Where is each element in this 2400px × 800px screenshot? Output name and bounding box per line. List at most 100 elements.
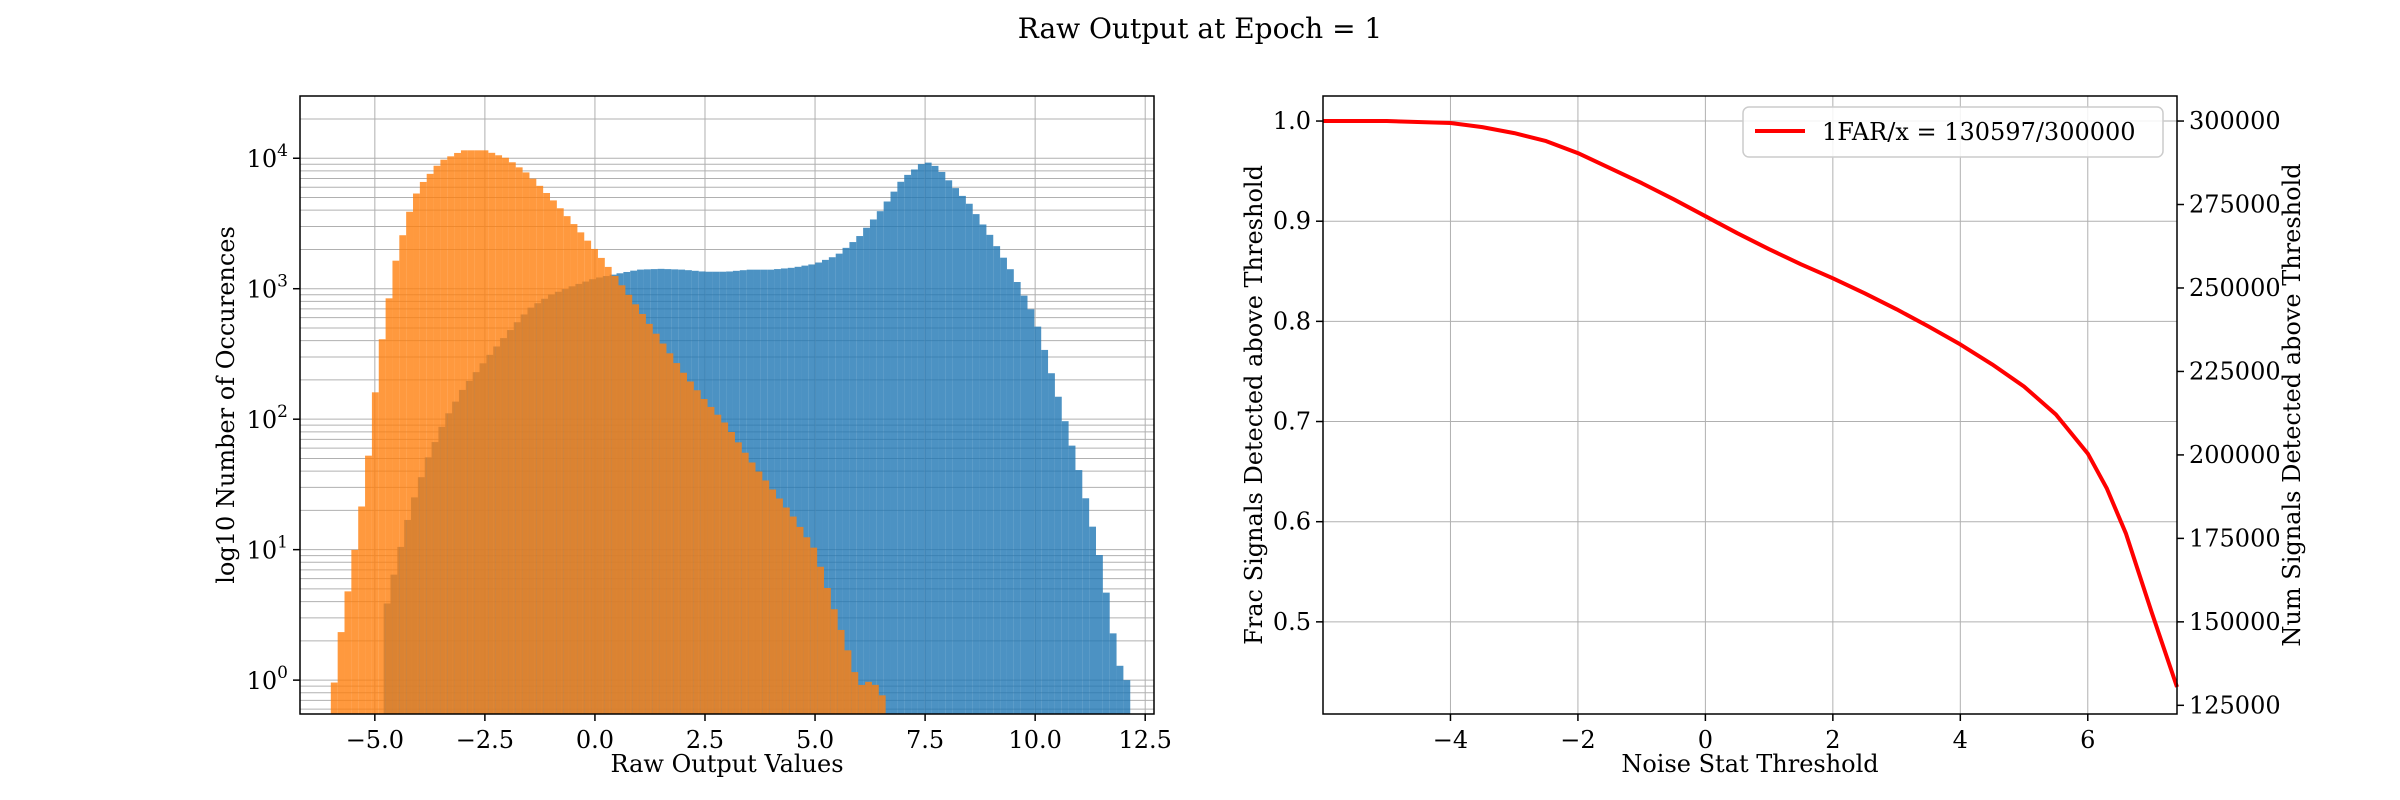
- y2-tick-label: 300000: [2189, 107, 2281, 135]
- histogram-bar: [385, 298, 393, 714]
- histogram-bar: [796, 526, 804, 714]
- histogram-bar: [965, 203, 973, 715]
- histogram-bar: [680, 372, 687, 714]
- histogram-bar: [426, 173, 434, 714]
- histogram-bar: [474, 150, 482, 715]
- histogram-bar: [938, 171, 946, 714]
- x-tick-label: 7.5: [906, 726, 944, 754]
- histogram-bar: [780, 268, 788, 714]
- histogram-bar: [488, 152, 496, 715]
- y2-tick-label: 125000: [2189, 691, 2281, 719]
- histogram-bar: [787, 267, 795, 714]
- threshold-y2-axis-label: Num Signals Detected above Threshold: [2278, 163, 2306, 646]
- histogram-bar: [808, 264, 816, 714]
- histogram-bar: [897, 181, 905, 714]
- histogram-bar: [979, 224, 987, 715]
- histogram-bar: [714, 414, 722, 714]
- histogram-bar: [1075, 470, 1083, 714]
- histogram-bar: [837, 629, 845, 714]
- legend: 1FAR/x = 130597/300000: [1742, 106, 2164, 158]
- histogram-bar: [543, 192, 551, 715]
- histogram-bar: [358, 506, 366, 714]
- histogram-bar: [522, 172, 530, 714]
- histogram-bar: [858, 684, 866, 714]
- histogram-bar: [1034, 326, 1042, 714]
- histogram-plot-frame: [299, 95, 1155, 715]
- histogram-bar: [1000, 257, 1007, 714]
- histogram-bar: [337, 632, 345, 714]
- histogram-bar: [495, 155, 503, 714]
- histogram-bar: [878, 695, 886, 714]
- histogram-bar: [883, 201, 891, 714]
- histogram-bar: [755, 471, 763, 714]
- threshold-curve: [1323, 119, 2179, 688]
- x-tick-label: 5.0: [796, 726, 834, 754]
- histogram-bar: [693, 390, 701, 714]
- threshold-panel: −4 −2 0 2 4 6 0.5 0.6 0.7 0.8 0.9 1.0 125000 150000…: [1240, 95, 2306, 778]
- histogram-bar: [577, 232, 585, 714]
- x-tick-label: 2.5: [686, 726, 724, 754]
- y2-tick-label: 175000: [2189, 524, 2281, 552]
- histogram-bar: [371, 392, 379, 714]
- histogram-bar: [801, 265, 809, 714]
- histogram-bar: [769, 489, 777, 714]
- histogram-bar: [433, 165, 441, 714]
- histogram-bar: [835, 253, 843, 714]
- histogram-bar: [890, 191, 898, 715]
- x-tick-label: 0: [1698, 726, 1713, 754]
- histogram-bar: [856, 236, 864, 714]
- histogram-bar: [1089, 526, 1096, 714]
- x-tick-label: 0.0: [576, 726, 614, 754]
- histogram-bar: [1054, 396, 1062, 714]
- histogram-bar: [728, 431, 735, 714]
- histogram-bar: [828, 257, 836, 714]
- x-tick-label: −5.0: [346, 726, 404, 754]
- histogram-bar: [869, 219, 877, 714]
- histogram-bar: [399, 235, 407, 714]
- histogram-bars: [330, 150, 1131, 715]
- histogram-bar: [454, 152, 461, 714]
- histogram-bar: [515, 167, 523, 714]
- histogram-bar: [774, 269, 781, 714]
- histogram-bar: [1006, 269, 1014, 714]
- histogram-bar: [865, 681, 872, 714]
- histogram-bar: [782, 507, 790, 714]
- y-tick-label: 1.0: [1273, 107, 1311, 135]
- y-tick-label: 100: [247, 663, 288, 695]
- histogram-bar: [945, 180, 953, 714]
- histogram-bar: [707, 406, 715, 714]
- x-tick-label: −4: [1433, 726, 1468, 754]
- histogram-bar: [406, 211, 414, 714]
- histogram-bar: [871, 684, 879, 714]
- histogram-bar: [794, 266, 802, 714]
- histogram-bar: [686, 381, 694, 714]
- histogram-bar: [842, 247, 850, 714]
- histogram-bar: [645, 323, 653, 714]
- histogram-bar: [1041, 349, 1049, 714]
- figure-title: Raw Output at Epoch = 1: [1018, 12, 1383, 45]
- y-tick-label: 0.7: [1273, 408, 1311, 436]
- legend-box: [1742, 106, 2164, 158]
- x-tick-label: 6: [2080, 726, 2095, 754]
- histogram-bar: [440, 159, 448, 715]
- histogram-bar: [550, 200, 557, 715]
- histogram-bar: [1116, 665, 1124, 714]
- histogram-bar: [762, 480, 770, 714]
- histogram-series-2: [330, 150, 886, 715]
- threshold-x-ticks: −4 −2 0 2 4 6: [1433, 714, 2095, 754]
- x-tick-label: 12.5: [1118, 726, 1171, 754]
- threshold-y-axis-label: Frac Signals Detected above Threshold: [1240, 165, 1268, 645]
- x-tick-label: 10.0: [1008, 726, 1061, 754]
- histogram-x-axis-label: Raw Output Values: [610, 750, 843, 778]
- histogram-bar: [1061, 421, 1069, 714]
- histogram-bar: [972, 214, 980, 715]
- histogram-bar: [1013, 282, 1021, 714]
- histogram-bar: [1102, 592, 1110, 714]
- histogram-bar: [876, 211, 884, 714]
- y-tick-label: 103: [247, 272, 288, 304]
- threshold-plot-frame: [1322, 95, 2178, 715]
- histogram-bar: [536, 185, 544, 715]
- histogram-bar: [789, 516, 797, 714]
- histogram-bar: [330, 682, 338, 714]
